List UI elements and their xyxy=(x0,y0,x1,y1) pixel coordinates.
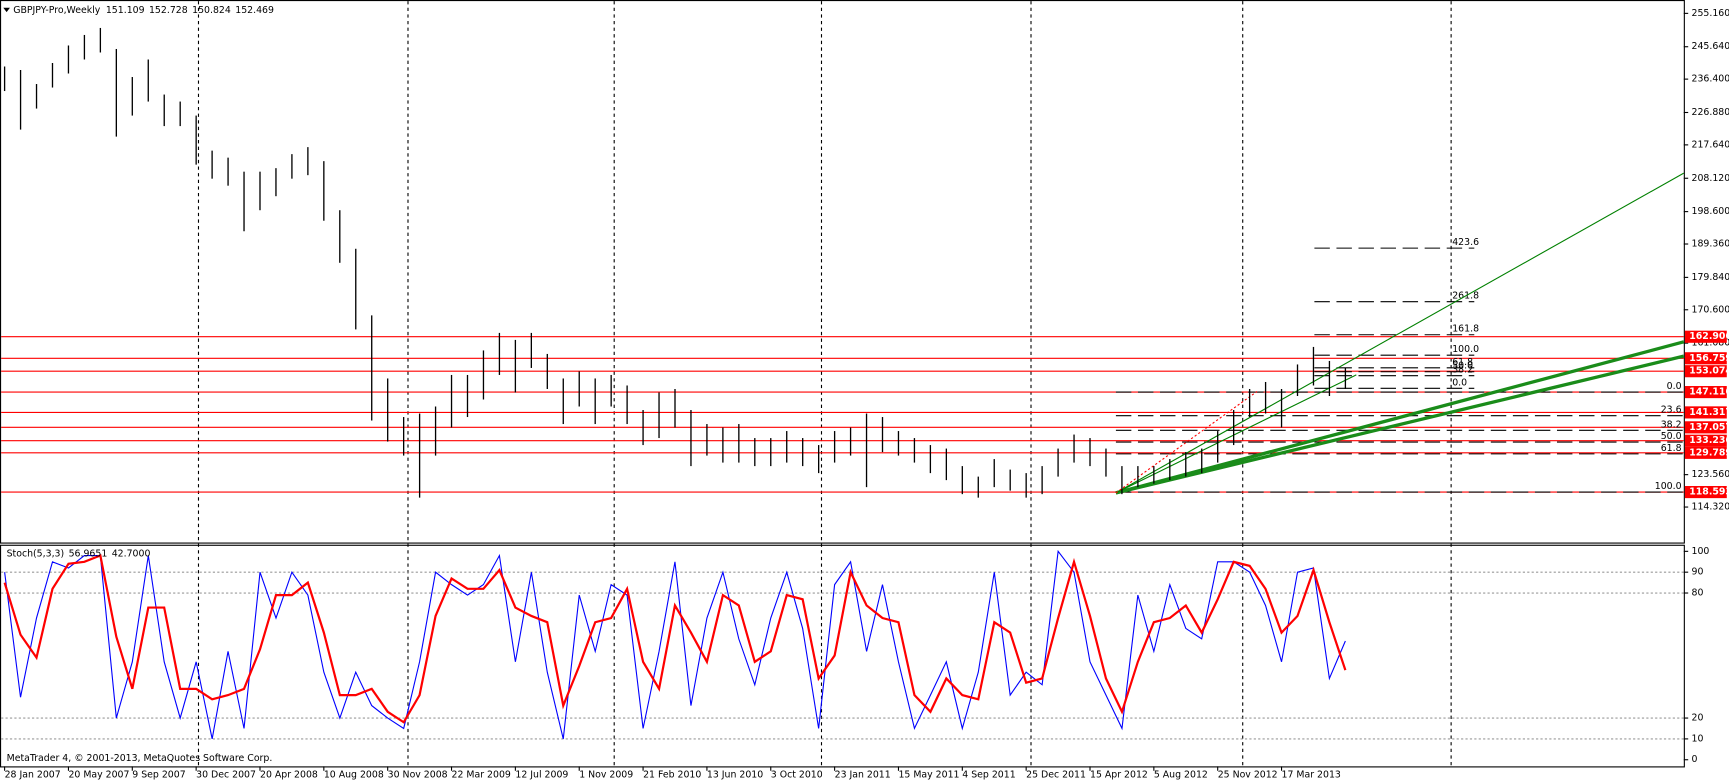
close: 152.469 xyxy=(235,4,274,15)
x-tick-label: 28 Jan 2007 xyxy=(5,770,61,781)
level-label: 153.074 xyxy=(1689,366,1729,377)
symbol: GBPJPY-Pro,Weekly xyxy=(13,4,101,15)
level-tag xyxy=(1684,421,1727,434)
level-label: 133.236 xyxy=(1689,435,1729,446)
y-tick-label: 90 xyxy=(1692,567,1704,578)
y-tick-label: 0 xyxy=(1692,754,1698,765)
x-tick-label: 30 Nov 2008 xyxy=(388,770,448,781)
stoch-line xyxy=(4,549,1346,740)
menu-triangle xyxy=(3,7,10,13)
x-tick-label: 4 Sep 2011 xyxy=(962,770,1015,781)
expansion-label: 161.8 xyxy=(1452,324,1479,335)
period-separators xyxy=(197,1,1452,767)
main-value: 56.9651 xyxy=(69,548,108,559)
level-tag xyxy=(1684,330,1727,343)
expansion-label: 50.0 xyxy=(1452,361,1473,372)
y-tick-label: 100 xyxy=(1692,546,1710,557)
chart-header: GBPJPY-Pro,Weekly 151.109 152.728 150.824 15… xyxy=(13,4,274,15)
y-tick-label: 114.320 xyxy=(1692,502,1729,513)
trend-lines xyxy=(1115,172,1685,495)
expansion-label: 100.0 xyxy=(1452,344,1479,355)
y-tick-label: 20 xyxy=(1692,713,1704,724)
x-tick-label: 10 Aug 2008 xyxy=(324,770,384,781)
level-tag xyxy=(1684,352,1727,365)
y-tick-label: 236.400 xyxy=(1692,74,1729,85)
level-tag xyxy=(1684,434,1727,447)
y-tick-label: 123.560 xyxy=(1692,469,1729,480)
level-tag xyxy=(1684,365,1727,378)
fibo-label: 38.2 xyxy=(1661,419,1682,430)
level-label: 129.789 xyxy=(1689,447,1729,458)
y-tick-label: 189.360 xyxy=(1692,239,1729,250)
level-tag xyxy=(1684,406,1727,419)
fibo-label: 61.8 xyxy=(1661,443,1682,454)
y-tick-label: 80 xyxy=(1692,588,1704,599)
level-tag xyxy=(1684,386,1727,399)
level-label: 147.116 xyxy=(1689,387,1729,398)
expansion-label: 0.0 xyxy=(1452,377,1467,388)
levels: 0.023.638.250.061.8100.00.038.250.061.81… xyxy=(1,237,1684,740)
level-label: 118.593 xyxy=(1689,487,1729,498)
indicator-name: Stoch(5,3,3) xyxy=(7,548,65,559)
x-tick-label: 17 Mar 2013 xyxy=(1282,770,1341,781)
trend-line xyxy=(1115,172,1685,494)
open: 151.109 xyxy=(106,4,145,15)
x-tick-label: 20 May 2007 xyxy=(68,770,129,781)
x-tick-label: 13 Jun 2010 xyxy=(707,770,763,781)
x-tick-label: 25 Dec 2011 xyxy=(1026,770,1086,781)
signal-value: 42.7000 xyxy=(112,548,151,559)
y-tick-label: 10 xyxy=(1692,733,1704,744)
y-tick-label: 226.880 xyxy=(1692,107,1729,118)
x-tick-label: 1 Nov 2009 xyxy=(579,770,633,781)
high: 152.728 xyxy=(149,4,188,15)
stoch-lines xyxy=(3,549,1347,740)
fibo-label: 23.6 xyxy=(1661,405,1682,416)
y-tick-label: 217.640 xyxy=(1692,139,1729,150)
footer: MetaTrader 4, © 2001-2013, MetaQuotes So… xyxy=(7,753,273,764)
x-tick-label: 9 Sep 2007 xyxy=(132,770,185,781)
trend-line xyxy=(1115,354,1685,495)
level-tag xyxy=(1684,446,1727,459)
x-tick-label: 15 May 2011 xyxy=(898,770,959,781)
x-tick-label: 30 Dec 2007 xyxy=(196,770,256,781)
y-tick-label: 170.600 xyxy=(1692,304,1729,315)
level-label: 141.317 xyxy=(1689,407,1729,418)
x-tick-label: 25 Nov 2012 xyxy=(1218,770,1278,781)
stoch-pane xyxy=(0,544,1685,768)
level-label: 137.057 xyxy=(1689,422,1729,433)
y-tick-label: 179.840 xyxy=(1692,272,1729,283)
level-label: 162.906 xyxy=(1689,331,1729,342)
expansion-label: 61.8 xyxy=(1452,357,1473,368)
fibo-label: 0.0 xyxy=(1667,381,1682,392)
y-tick-label: 161.080 xyxy=(1692,338,1729,349)
price-bars xyxy=(3,27,1347,498)
fibo-label: 50.0 xyxy=(1661,431,1682,442)
stoch-line xyxy=(3,554,1347,724)
y-tick-label: 245.640 xyxy=(1692,41,1729,52)
x-tick-label: 21 Feb 2010 xyxy=(643,770,701,781)
x-tick-label: 12 Jul 2009 xyxy=(515,770,568,781)
x-tick-label: 3 Oct 2010 xyxy=(771,770,823,781)
y-tick-label: 208.120 xyxy=(1692,173,1729,184)
x-tick-label: 5 Aug 2012 xyxy=(1154,770,1208,781)
x-tick-label: 23 Jan 2011 xyxy=(835,770,891,781)
y-tick-label: 198.600 xyxy=(1692,206,1729,217)
y-tick-label: 255.160 xyxy=(1692,8,1729,19)
trend-line xyxy=(1115,374,1357,494)
low: 150.824 xyxy=(192,4,231,15)
trend-line xyxy=(1115,340,1685,495)
x-tick-label: 15 Apr 2012 xyxy=(1090,770,1148,781)
price-pane xyxy=(0,0,1685,544)
expansion-label: 423.6 xyxy=(1452,237,1479,248)
x-tick-label: 20 Apr 2008 xyxy=(260,770,318,781)
fibo-label: 100.0 xyxy=(1655,481,1682,492)
expansion-label: 38.2 xyxy=(1452,365,1473,376)
level-tag xyxy=(1684,485,1727,499)
stoch-header: Stoch(5,3,3) 56.9651 42.7000 xyxy=(7,548,151,559)
axes: 255.160 245.640 236.400 226.880 217.640 208.1… xyxy=(4,8,1729,781)
level-label: 156.759 xyxy=(1689,353,1729,364)
x-tick-label: 22 Mar 2009 xyxy=(452,770,511,781)
